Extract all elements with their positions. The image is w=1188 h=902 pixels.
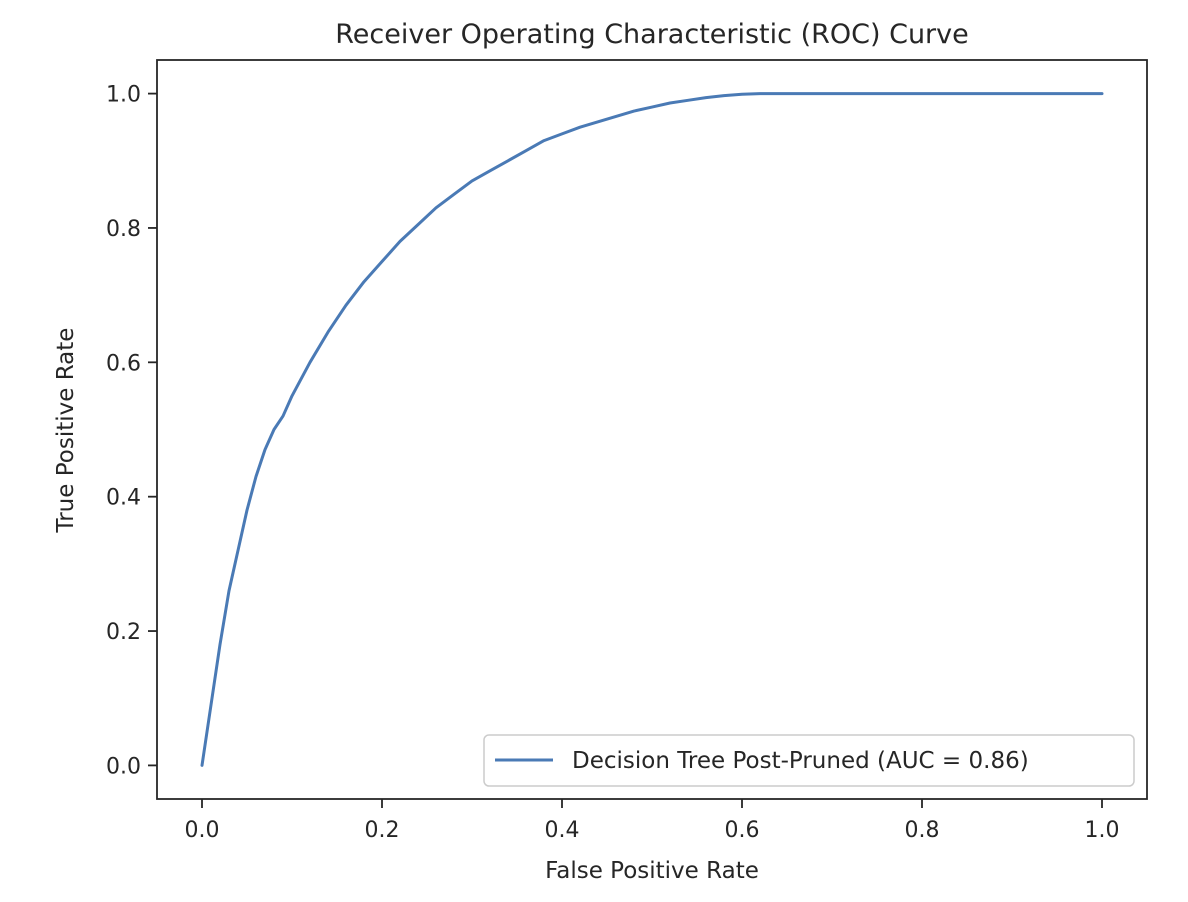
y-axis: 0.0 0.2 0.4 0.6 0.8 1.0 [106,83,157,779]
x-tick-label: 0.6 [725,818,760,843]
legend-entry-label: Decision Tree Post-Pruned (AUC = 0.86) [572,748,1029,774]
y-tick-label: 1.0 [106,83,141,108]
x-tick-label: 0.0 [185,818,220,843]
plot-frame [156,59,1148,800]
x-tick-label: 0.4 [545,818,580,843]
x-tick-label: 0.2 [365,818,400,843]
y-tick-label: 0.0 [106,754,141,779]
y-tick-label: 0.2 [106,620,141,645]
y-tick-label: 0.8 [106,217,141,242]
y-axis-label: True Positive Rate [53,328,79,534]
plot-area [156,59,1148,800]
chart-title: Receiver Operating Characteristic (ROC) … [335,19,969,50]
legend: Decision Tree Post-Pruned (AUC = 0.86) [483,734,1135,787]
x-tick-label: 0.8 [905,818,940,843]
x-axis: 0.0 0.2 0.4 0.6 0.8 1.0 [185,799,1120,843]
x-tick-label: 1.0 [1085,818,1120,843]
y-tick-label: 0.6 [106,351,141,376]
legend-box [483,734,1135,787]
y-tick-label: 0.4 [106,486,141,511]
x-axis-label: False Positive Rate [545,858,759,884]
roc-curve-line [200,92,1104,767]
